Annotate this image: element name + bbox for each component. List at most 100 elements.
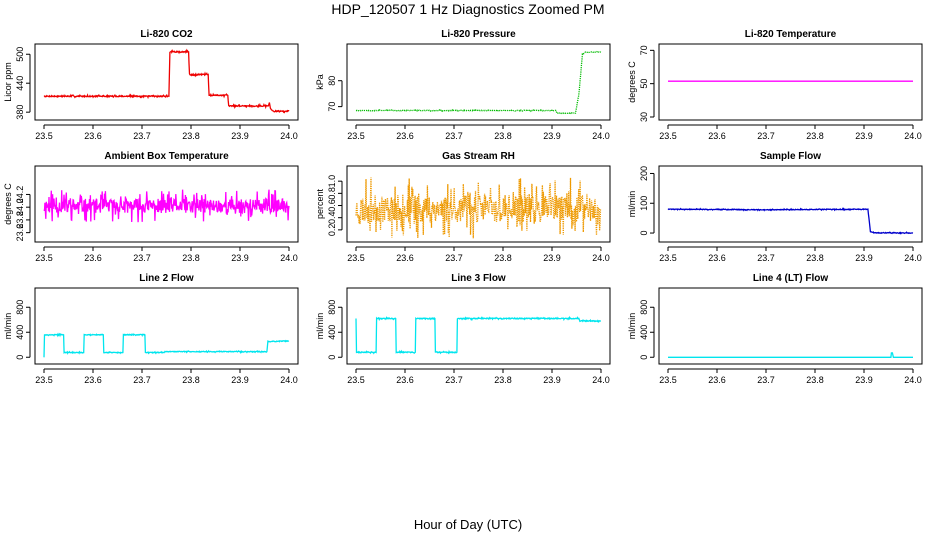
y-tick-label: 80 (327, 76, 337, 86)
series-line (355, 177, 602, 239)
y-axis-label: ml/min (315, 313, 325, 340)
x-axis-label: Hour of Day (UTC) (413, 517, 523, 532)
figure-title: HDP_120507 1 Hz Diagnostics Zoomed PM (331, 1, 605, 17)
y-tick-label: 0 (15, 355, 25, 360)
panel-title: Li-820 CO2 (140, 29, 193, 40)
x-tick-label: 23.6 (396, 253, 414, 263)
panel-title: Line 3 Flow (451, 273, 506, 284)
plot-frame (34, 43, 299, 121)
x-tick-label: 23.9 (231, 253, 249, 263)
y-tick-label: 0.4 (327, 211, 337, 224)
x-tick-label: 23.9 (231, 375, 249, 385)
y-tick-label: 0.2 (327, 224, 337, 237)
x-tick-label: 23.8 (494, 131, 512, 141)
x-tick-label: 23.5 (347, 253, 365, 263)
x-tick-label: 23.6 (84, 375, 102, 385)
x-tick-label: 23.6 (84, 253, 102, 263)
x-tick-label: 23.6 (708, 253, 726, 263)
panel-title: Line 4 (LT) Flow (753, 273, 829, 284)
x-tick-label: 23.7 (757, 131, 775, 141)
x-tick-label: 23.5 (347, 375, 365, 385)
x-tick-label: 23.7 (445, 253, 463, 263)
y-axis-label: kPa (315, 74, 325, 90)
chart-panel: Li-820 Temperature degrees C 23.5 23.6 23.7 2… (627, 29, 923, 141)
chart-panel: Li-820 CO2 Licor ppm 23.5 23.6 23.7 23.8 23.9 2… (3, 29, 299, 141)
plot-frame (658, 43, 923, 121)
x-tick-label: 23.7 (757, 375, 775, 385)
panel-title: Sample Flow (760, 151, 821, 162)
y-tick-label: 500 (15, 47, 25, 62)
panel-title: Li-820 Temperature (745, 29, 837, 40)
y-tick-label: 30 (639, 112, 649, 122)
x-tick-label: 23.9 (855, 375, 873, 385)
x-tick-label: 24.0 (280, 253, 298, 263)
y-axis-label: percent (315, 188, 325, 219)
x-tick-label: 23.9 (855, 131, 873, 141)
x-tick-label: 23.5 (659, 253, 677, 263)
y-tick-label: 0 (327, 355, 337, 360)
x-tick-label: 24.0 (904, 131, 922, 141)
y-tick-label: 0.6 (327, 199, 337, 212)
series-line (667, 207, 914, 235)
x-tick-label: 23.5 (35, 253, 53, 263)
y-tick-label: 380 (15, 105, 25, 120)
plot-frame (658, 165, 923, 243)
x-tick-label: 23.7 (133, 131, 151, 141)
y-tick-label: 100 (639, 196, 649, 211)
x-tick-label: 23.7 (445, 375, 463, 385)
y-axis-label: degrees C (3, 183, 13, 225)
x-tick-label: 23.5 (347, 131, 365, 141)
y-tick-label: 1.0 (327, 175, 337, 188)
plot-frame (346, 43, 611, 121)
x-tick-label: 23.6 (396, 131, 414, 141)
chart-panel: Ambient Box Temperature degrees C 23.5 23.6… (3, 151, 299, 263)
x-tick-label: 23.5 (659, 131, 677, 141)
x-tick-label: 23.9 (543, 253, 561, 263)
plot-frame (346, 165, 611, 243)
x-tick-label: 23.6 (708, 375, 726, 385)
panel-title: Gas Stream RH (442, 151, 515, 162)
series-line (43, 332, 290, 358)
chart-panel: Line 3 Flow ml/min 23.5 23.6 23.7 23.8 23.9 24.… (315, 273, 611, 385)
x-tick-label: 23.7 (445, 131, 463, 141)
x-tick-label: 23.9 (855, 253, 873, 263)
y-tick-label: 70 (639, 45, 649, 55)
x-tick-label: 24.0 (592, 131, 610, 141)
panel-title: Line 2 Flow (139, 273, 194, 284)
x-tick-label: 23.8 (806, 375, 824, 385)
y-tick-label: 23.8 (15, 211, 25, 229)
x-tick-label: 23.7 (757, 253, 775, 263)
y-tick-label: 0.8 (327, 187, 337, 200)
y-axis-label: ml/min (627, 191, 637, 218)
chart-panel: Gas Stream RH percent 23.5 23.6 23.7 23.8 23.9… (315, 151, 611, 263)
x-tick-label: 23.6 (84, 131, 102, 141)
plot-frame (34, 287, 299, 365)
x-tick-label: 23.9 (543, 375, 561, 385)
x-tick-label: 23.7 (133, 253, 151, 263)
x-tick-label: 24.0 (592, 253, 610, 263)
x-tick-label: 24.0 (592, 375, 610, 385)
y-axis-label: ml/min (627, 313, 637, 340)
y-axis-label: Licor ppm (3, 62, 13, 102)
series-line (355, 315, 601, 355)
x-tick-label: 23.6 (708, 131, 726, 141)
y-tick-label: 24.0 (15, 198, 25, 216)
x-tick-label: 23.9 (543, 131, 561, 141)
x-tick-label: 23.5 (659, 375, 677, 385)
y-tick-label: 800 (639, 300, 649, 315)
chart-panel: Line 2 Flow ml/min 23.5 23.6 23.7 23.8 23.9 24.… (3, 273, 299, 385)
y-tick-label: 0 (639, 231, 649, 236)
x-tick-label: 23.9 (231, 131, 249, 141)
x-tick-label: 24.0 (904, 375, 922, 385)
plot-frame (346, 287, 611, 365)
x-tick-label: 23.8 (182, 375, 200, 385)
y-tick-label: 200 (639, 166, 649, 181)
plot-frame (658, 287, 923, 365)
series-line (355, 50, 602, 115)
y-tick-label: 24.2 (15, 186, 25, 204)
y-tick-label: 23.6 (15, 224, 25, 242)
x-tick-label: 23.8 (494, 253, 512, 263)
y-tick-label: 800 (327, 300, 337, 315)
chart-panel: Sample Flow ml/min 23.5 23.6 23.7 23.8 23.9 24.… (627, 151, 923, 263)
